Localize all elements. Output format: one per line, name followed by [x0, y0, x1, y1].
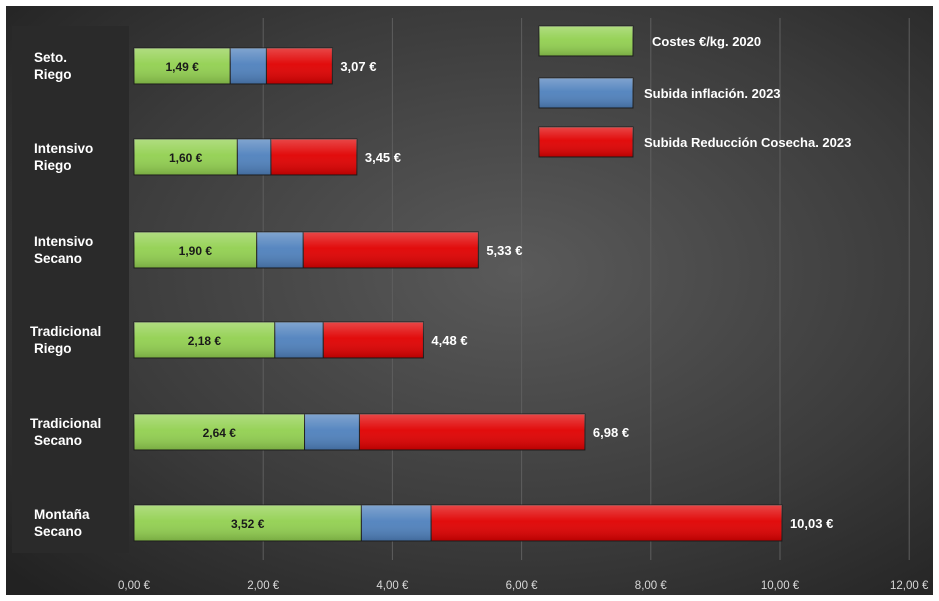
bar-segment-shine: [270, 139, 357, 175]
legend-swatch-shine: [539, 127, 633, 157]
x-tick-label: 12,00 €: [890, 580, 929, 592]
legend-swatch-shine: [539, 26, 633, 56]
bar-segment-shine: [230, 48, 267, 84]
bar-segment-shine: [274, 322, 324, 358]
category-label: Intensivo Riego: [34, 141, 93, 173]
legend: Costes €/kg. 2020 Subida inflación. 2023 S…: [538, 25, 851, 158]
total-value-label: 5,33 €: [486, 243, 522, 258]
category-label: Tradicional Secano: [30, 416, 101, 448]
bar-segment-shine: [134, 139, 238, 175]
total-value-label: 6,98 €: [593, 425, 629, 440]
bar-segment-shine: [431, 505, 782, 541]
base-value-label: 1,90 €: [179, 244, 213, 258]
bar-segment-shine: [134, 48, 231, 84]
chart-background: [6, 6, 933, 595]
bar-segment-shine: [359, 414, 585, 450]
category-labels: Seto. Riego Intensivo Riego Intensivo Secano T…: [30, 50, 101, 539]
x-tick-label: 6,00 €: [506, 580, 539, 592]
category-label: Seto. Riego: [34, 50, 72, 82]
bars: 1,49 € 3,07 € 1,60 € 3,45 € 1,90 € 5,33 € 2,18…: [133, 47, 833, 542]
category-label: Montaña Secano: [34, 507, 90, 539]
bar-segment-shine: [237, 139, 271, 175]
total-value-label: 4,48 €: [431, 333, 467, 348]
bar-segment-shine: [303, 232, 479, 268]
legend-label: Subida Reducción Cosecha. 2023: [644, 135, 851, 150]
base-value-label: 2,64 €: [203, 426, 237, 440]
legend-swatch-shine: [539, 78, 633, 108]
x-tick-label: 0,00 €: [118, 580, 151, 592]
grid-lines: [262, 18, 910, 560]
bar-segment-shine: [134, 322, 275, 358]
x-tick-label: 4,00 €: [376, 580, 409, 592]
category-label: Tradicional Riego: [30, 324, 101, 356]
bar-segment-shine: [361, 505, 432, 541]
base-value-label: 1,60 €: [169, 151, 203, 165]
bar-segment-shine: [304, 414, 360, 450]
base-value-label: 3,52 €: [231, 517, 265, 531]
total-value-label: 10,03 €: [790, 516, 833, 531]
bar-segment-shine: [134, 505, 362, 541]
bar-segment-shine: [134, 414, 305, 450]
bar-segment-shine: [256, 232, 304, 268]
category-label: Intensivo Secano: [34, 234, 93, 266]
bar-segment-shine: [134, 232, 257, 268]
bar-segment-shine: [323, 322, 424, 358]
total-value-label: 3,07 €: [340, 59, 376, 74]
category-panel: [12, 26, 129, 553]
x-axis-ticks: 0,00 € 2,00 € 4,00 € 6,00 € 8,00 € 10,00 € 12,…: [118, 580, 929, 592]
legend-label: Costes €/kg. 2020: [652, 34, 761, 49]
base-value-label: 1,49 €: [165, 60, 199, 74]
x-tick-label: 8,00 €: [635, 580, 668, 592]
legend-label: Subida inflación. 2023: [644, 86, 781, 101]
total-value-label: 3,45 €: [365, 150, 401, 165]
bar-segment-shine: [266, 48, 333, 84]
x-tick-label: 10,00 €: [761, 580, 800, 592]
x-tick-label: 2,00 €: [247, 580, 280, 592]
base-value-label: 2,18 €: [188, 334, 222, 348]
